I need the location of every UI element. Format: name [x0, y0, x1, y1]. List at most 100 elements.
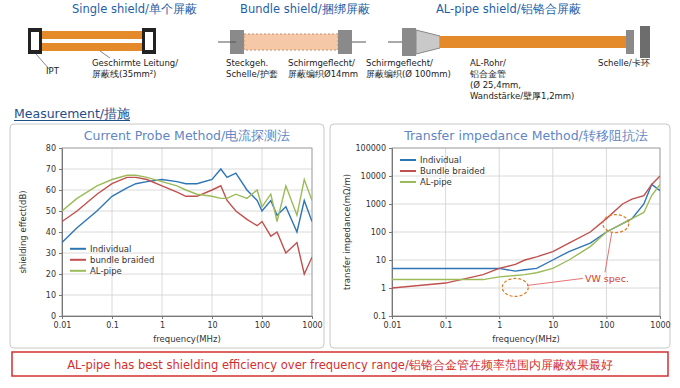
- spec-ellipse: [603, 215, 629, 233]
- part-label: Schirmgeflecht/: [366, 58, 433, 68]
- clamp: [626, 30, 634, 54]
- tick: 100000: [355, 144, 392, 153]
- part-label: Schelle/护套: [226, 69, 278, 79]
- cable: [42, 43, 142, 51]
- grid-line: [62, 169, 312, 170]
- series-line: [392, 184, 660, 279]
- chart: 0.010.111010010000.111010010001000010000…: [330, 124, 671, 348]
- part-label: Schirmgeflecht/: [288, 58, 355, 68]
- chart-title: Transfer impedance Method/转移阻抗法: [403, 128, 648, 143]
- chart-box: [10, 124, 324, 348]
- tick: 0.1: [440, 316, 453, 330]
- tick-mark: [262, 316, 263, 319]
- tick: 80: [46, 144, 62, 153]
- tick: 10: [46, 291, 62, 300]
- part-label: 屏蔽编织(Ø 100mm): [366, 69, 451, 79]
- tick: 1: [381, 284, 392, 293]
- tick-mark: [162, 316, 163, 319]
- series-line: [62, 169, 312, 243]
- tick-mark: [389, 204, 392, 205]
- tick-mark: [553, 316, 554, 319]
- connector: [338, 30, 352, 54]
- tick-label: 0.1: [440, 321, 453, 330]
- y-axis: 0.1 1 10 100 1000 10000 100000: [355, 144, 392, 321]
- tick-label: 100: [255, 321, 270, 330]
- annotation-text: VW spec.: [585, 273, 629, 284]
- background: [0, 0, 680, 388]
- braid: [244, 34, 338, 50]
- axis-line: [59, 149, 63, 317]
- conclusion-text: AL-pipe has best shielding efficiency ov…: [67, 358, 613, 372]
- x-axis-title: frequency(MHz): [492, 334, 559, 344]
- annotation-leader: [605, 233, 612, 273]
- part-label: Schelle/卡环: [598, 58, 650, 68]
- tick-mark: [312, 316, 313, 319]
- tick-label: 1: [381, 284, 386, 293]
- tick: 10: [207, 316, 217, 330]
- part-label: AL-Rohr/: [470, 58, 506, 68]
- series-group: [62, 169, 312, 274]
- part-label: 屏蔽编织Ø14mm: [288, 69, 358, 79]
- tick-mark: [112, 316, 113, 319]
- legend-swatch: [70, 248, 86, 250]
- tick-label: 0.1: [373, 312, 386, 321]
- connector: [402, 28, 416, 56]
- tick: 20: [46, 270, 62, 279]
- legend-swatch: [400, 181, 416, 183]
- connector-inner: [31, 32, 39, 50]
- tick: 1: [160, 316, 165, 330]
- tick-label: 10: [207, 321, 217, 330]
- tick: 100: [599, 316, 614, 330]
- tick-mark: [660, 316, 661, 319]
- tick-mark: [389, 176, 392, 177]
- tick: 100: [371, 228, 392, 237]
- panel-title: AL-pipe shield/铝铬合屏蔽: [436, 2, 581, 16]
- tick-mark: [59, 295, 62, 296]
- legend-label: Individual: [420, 155, 461, 165]
- tick-mark: [59, 169, 62, 170]
- tick: 50: [46, 207, 62, 216]
- tick: 0.1: [106, 316, 119, 330]
- grid-line: [392, 204, 660, 205]
- stub: [218, 42, 236, 43]
- tick-label: 1: [497, 321, 502, 330]
- header: Single shield/单个屏蔽IPTGeschirmte Leitung/…: [28, 2, 650, 101]
- tick-label: 100: [371, 228, 386, 237]
- part-label: Steckgeh.: [226, 58, 268, 68]
- stub: [388, 42, 402, 43]
- tick: 0.01: [54, 316, 72, 330]
- tick: 0: [51, 312, 62, 321]
- series-group: [392, 176, 660, 288]
- tick-label: 1000: [302, 321, 322, 330]
- tick: 30: [46, 249, 62, 258]
- cable: [42, 31, 142, 39]
- y-axis-title: shielding effect(dB): [18, 190, 28, 273]
- tick-label: 10: [376, 256, 386, 265]
- legend-label: Bundle braided: [420, 166, 485, 176]
- annotation-leader: [527, 278, 583, 285]
- section-title: Measurement/措施: [14, 106, 130, 121]
- cone: [416, 30, 440, 54]
- tick-label: 10: [46, 291, 56, 300]
- bundle-shield-drawing: [218, 30, 366, 54]
- tick-mark: [389, 260, 392, 261]
- tick: 40: [46, 228, 62, 237]
- part-label: IPT: [46, 66, 60, 76]
- tick: 1000: [302, 316, 322, 330]
- tick-label: 1000: [650, 321, 670, 330]
- legend-label: AL-pipe: [420, 177, 452, 187]
- grid-line: [392, 288, 660, 289]
- tick-label: 100000: [355, 144, 386, 153]
- chart-box: [330, 124, 670, 348]
- grid-line: [392, 232, 660, 233]
- legend-swatch: [70, 270, 86, 272]
- tick-mark: [59, 211, 62, 212]
- tick-mark: [59, 253, 62, 254]
- legend-label: Individual: [90, 244, 131, 254]
- tick-label: 30: [46, 249, 56, 258]
- x-axis-title: frequency(MHz): [153, 334, 220, 344]
- legend: Individualbundle braidedAL-pipe: [70, 244, 154, 276]
- tick: 1000: [366, 200, 392, 209]
- conclusion-box: [12, 352, 668, 376]
- tick-label: 10000: [361, 172, 386, 181]
